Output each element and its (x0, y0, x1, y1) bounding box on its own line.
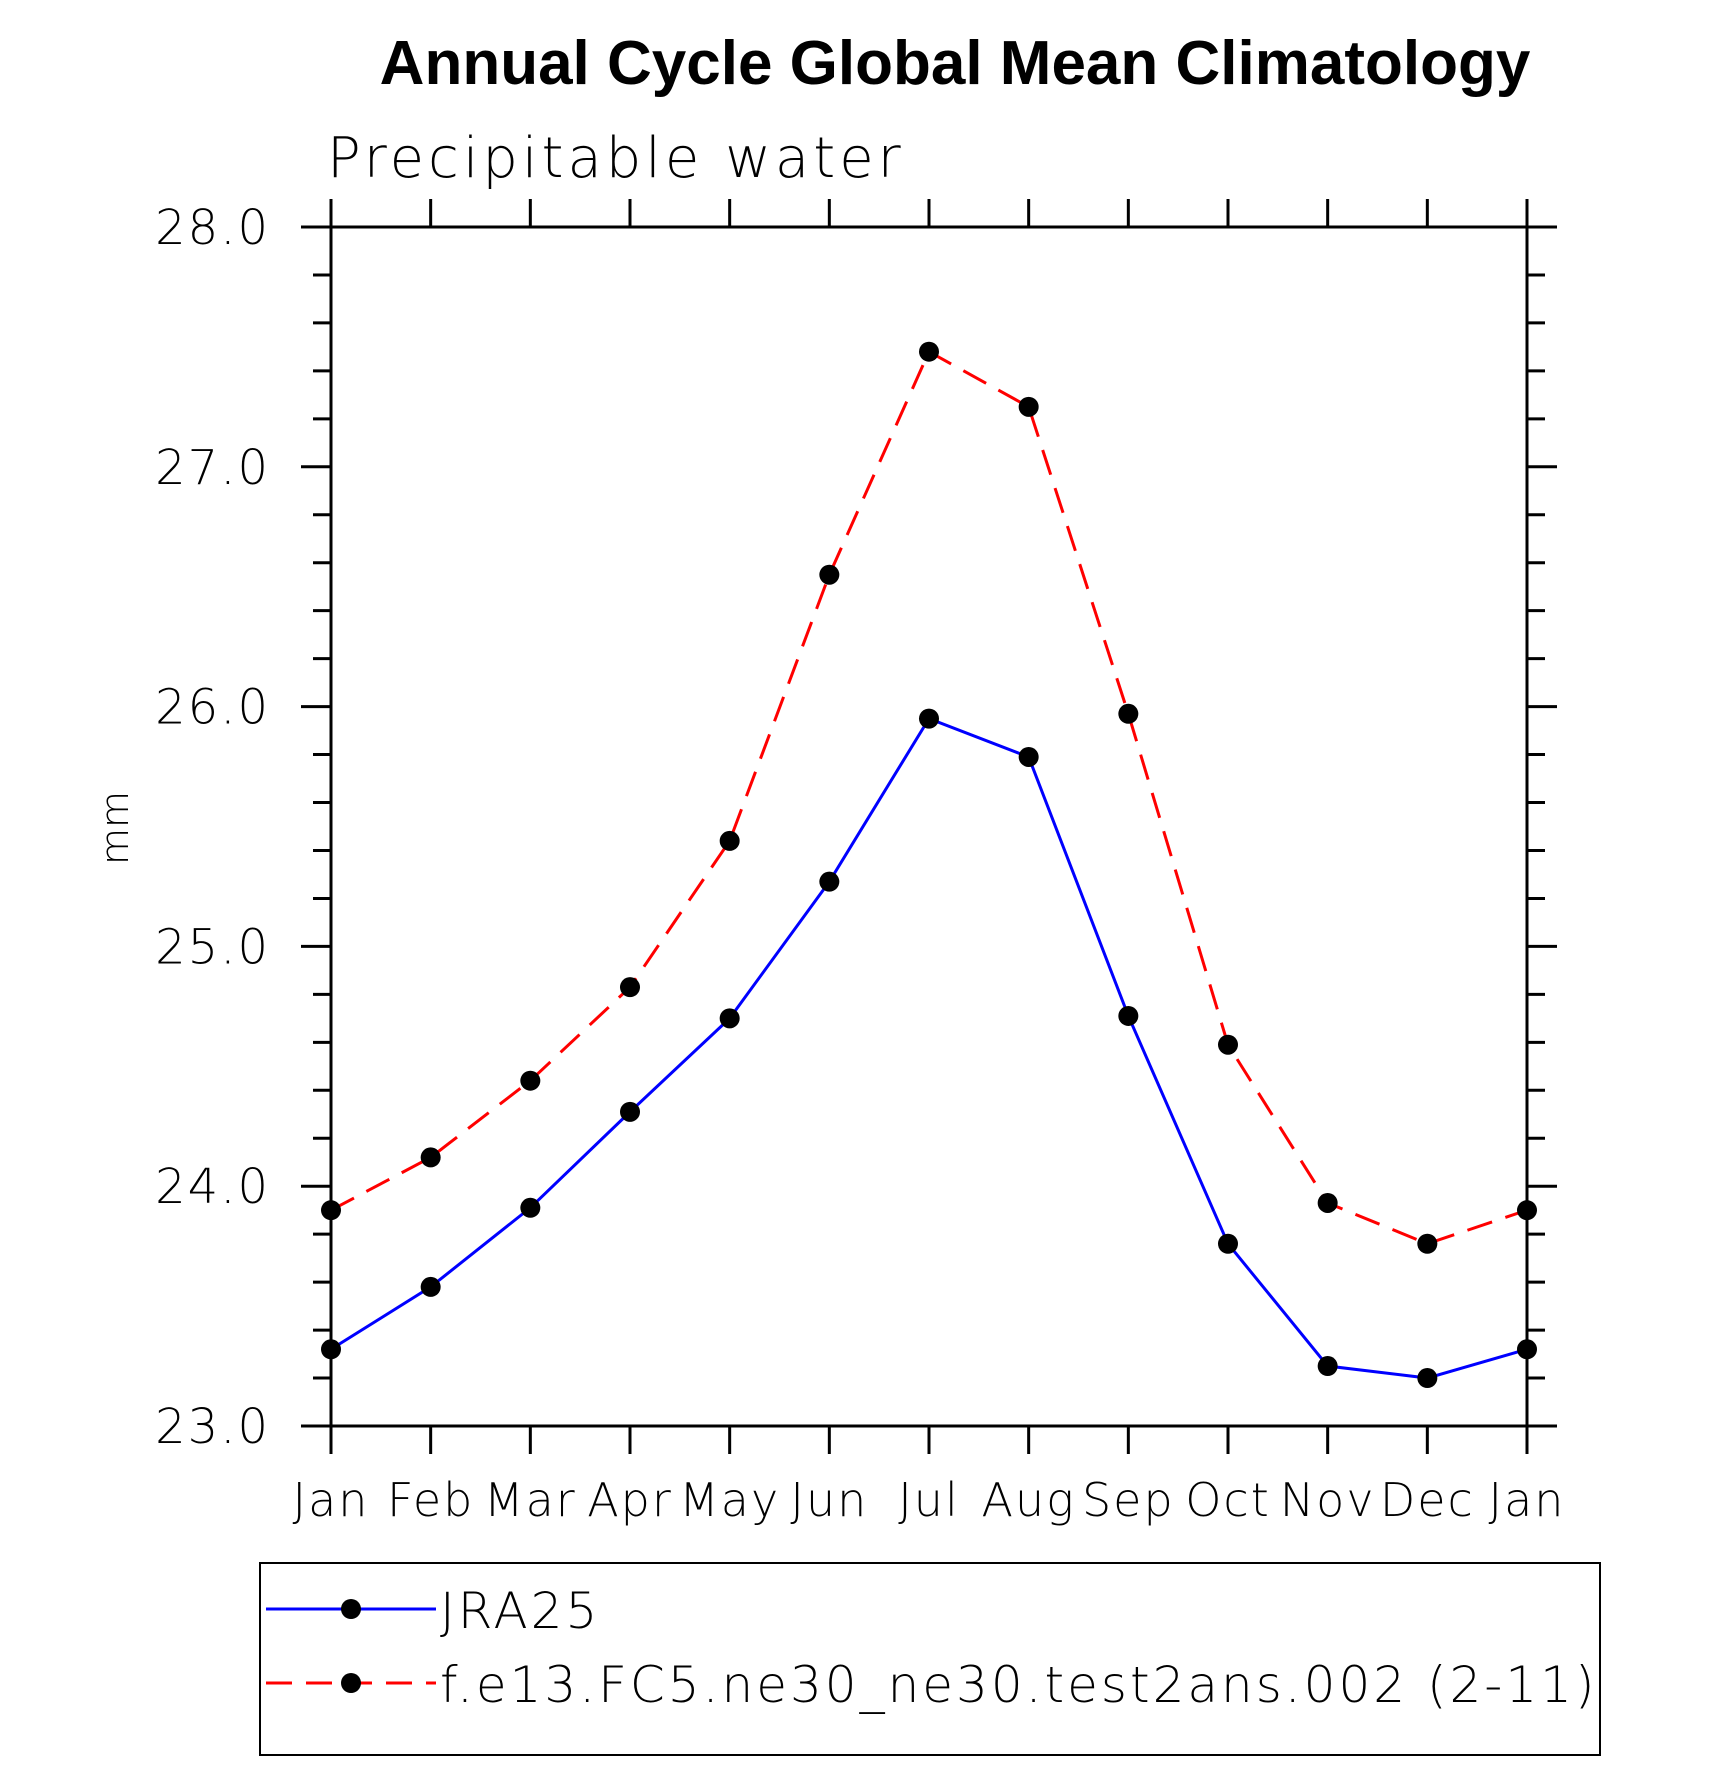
data-point (1517, 1200, 1537, 1221)
data-point (919, 341, 939, 362)
data-point (819, 871, 840, 892)
data-point (520, 1070, 541, 1091)
data-point (1218, 1034, 1238, 1055)
y-tick-label: 23.0 (155, 1399, 270, 1455)
series-1 (321, 708, 1537, 1389)
data-point (719, 830, 740, 851)
legend-box (259, 1562, 1601, 1756)
chart-title: Annual Cycle Global Mean Climatology (380, 29, 1531, 98)
x-tick-label: Dec (1380, 1473, 1475, 1527)
data-point (1317, 1356, 1338, 1377)
x-tick-label: Apr (587, 1473, 673, 1527)
data-point (321, 1200, 341, 1221)
plot-frame (329, 225, 1529, 1428)
data-point (321, 1339, 341, 1360)
y-tick-label: 26.0 (155, 680, 270, 736)
x-tick-label: Jan (293, 1473, 370, 1527)
x-tick-label: Jun (790, 1473, 868, 1527)
y-tick-label: 27.0 (155, 440, 270, 496)
y-tick-label: 24.0 (155, 1159, 270, 1215)
data-point (719, 1008, 740, 1029)
data-point (1118, 703, 1139, 724)
data-point (1417, 1233, 1438, 1254)
series-layer (321, 341, 1537, 1389)
data-point (420, 1147, 441, 1168)
y-tick-label: 25.0 (155, 919, 270, 975)
data-point (1118, 1005, 1139, 1026)
data-point (620, 1101, 640, 1122)
chart-subtitle: Precipitable water (327, 126, 905, 191)
x-tick-label: Feb (387, 1473, 474, 1527)
legend-entry-label: JRA25 (440, 1582, 600, 1640)
series-line (330, 349, 1528, 1246)
x-tick-label: Nov (1280, 1473, 1376, 1527)
data-point (919, 708, 939, 729)
x-tick-label: Mar (484, 1473, 577, 1527)
x-tick-label: Jan (1489, 1473, 1566, 1527)
series-line (330, 716, 1528, 1380)
data-point (819, 564, 840, 585)
data-point (1417, 1368, 1438, 1389)
y-tick-label: 28.0 (155, 200, 270, 256)
data-point (520, 1197, 541, 1218)
data-point (1018, 746, 1039, 767)
x-tick-label: Aug (982, 1473, 1076, 1527)
data-point (1317, 1192, 1338, 1213)
data-point (1218, 1233, 1238, 1254)
x-tick-label: Sep (1082, 1473, 1175, 1527)
legend: JRA25 f.e13.FC5.ne30_ne30.test2ans.002 (2… (259, 1562, 1601, 1756)
data-point (620, 977, 640, 998)
data-point (1018, 396, 1039, 417)
data-point (420, 1276, 441, 1297)
x-tick-label: Jul (898, 1473, 960, 1527)
series-2 (321, 341, 1537, 1254)
x-tick-label: May (679, 1473, 780, 1527)
legend-marker-2 (341, 1673, 361, 1693)
x-tick-label: Oct (1185, 1473, 1271, 1527)
legend-marker-1 (341, 1599, 361, 1619)
y-axis-label: mm (93, 791, 137, 865)
data-point (1517, 1339, 1537, 1360)
legend-entry-label: f.e13.FC5.ne30_ne30.test2ans.002 (2-11) (440, 1656, 1597, 1714)
